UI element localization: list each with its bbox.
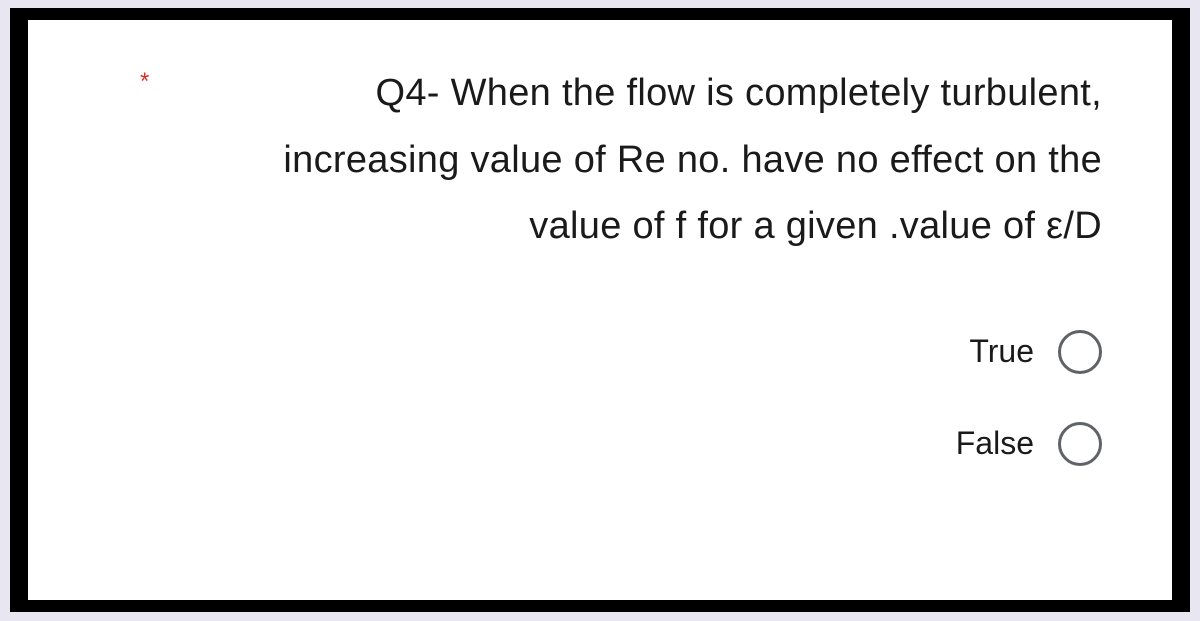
- option-label: False: [956, 425, 1034, 462]
- options-group: True False: [78, 330, 1122, 466]
- question-text: Q4- When the flow is completely turbulen…: [78, 60, 1122, 260]
- outer-frame: * Q4- When the flow is completely turbul…: [10, 8, 1190, 612]
- radio-icon[interactable]: [1058, 330, 1102, 374]
- question-card: * Q4- When the flow is completely turbul…: [28, 20, 1172, 600]
- required-star-icon: *: [140, 68, 149, 96]
- option-label: True: [969, 333, 1034, 370]
- option-false[interactable]: False: [956, 422, 1102, 466]
- radio-icon[interactable]: [1058, 422, 1102, 466]
- option-true[interactable]: True: [969, 330, 1102, 374]
